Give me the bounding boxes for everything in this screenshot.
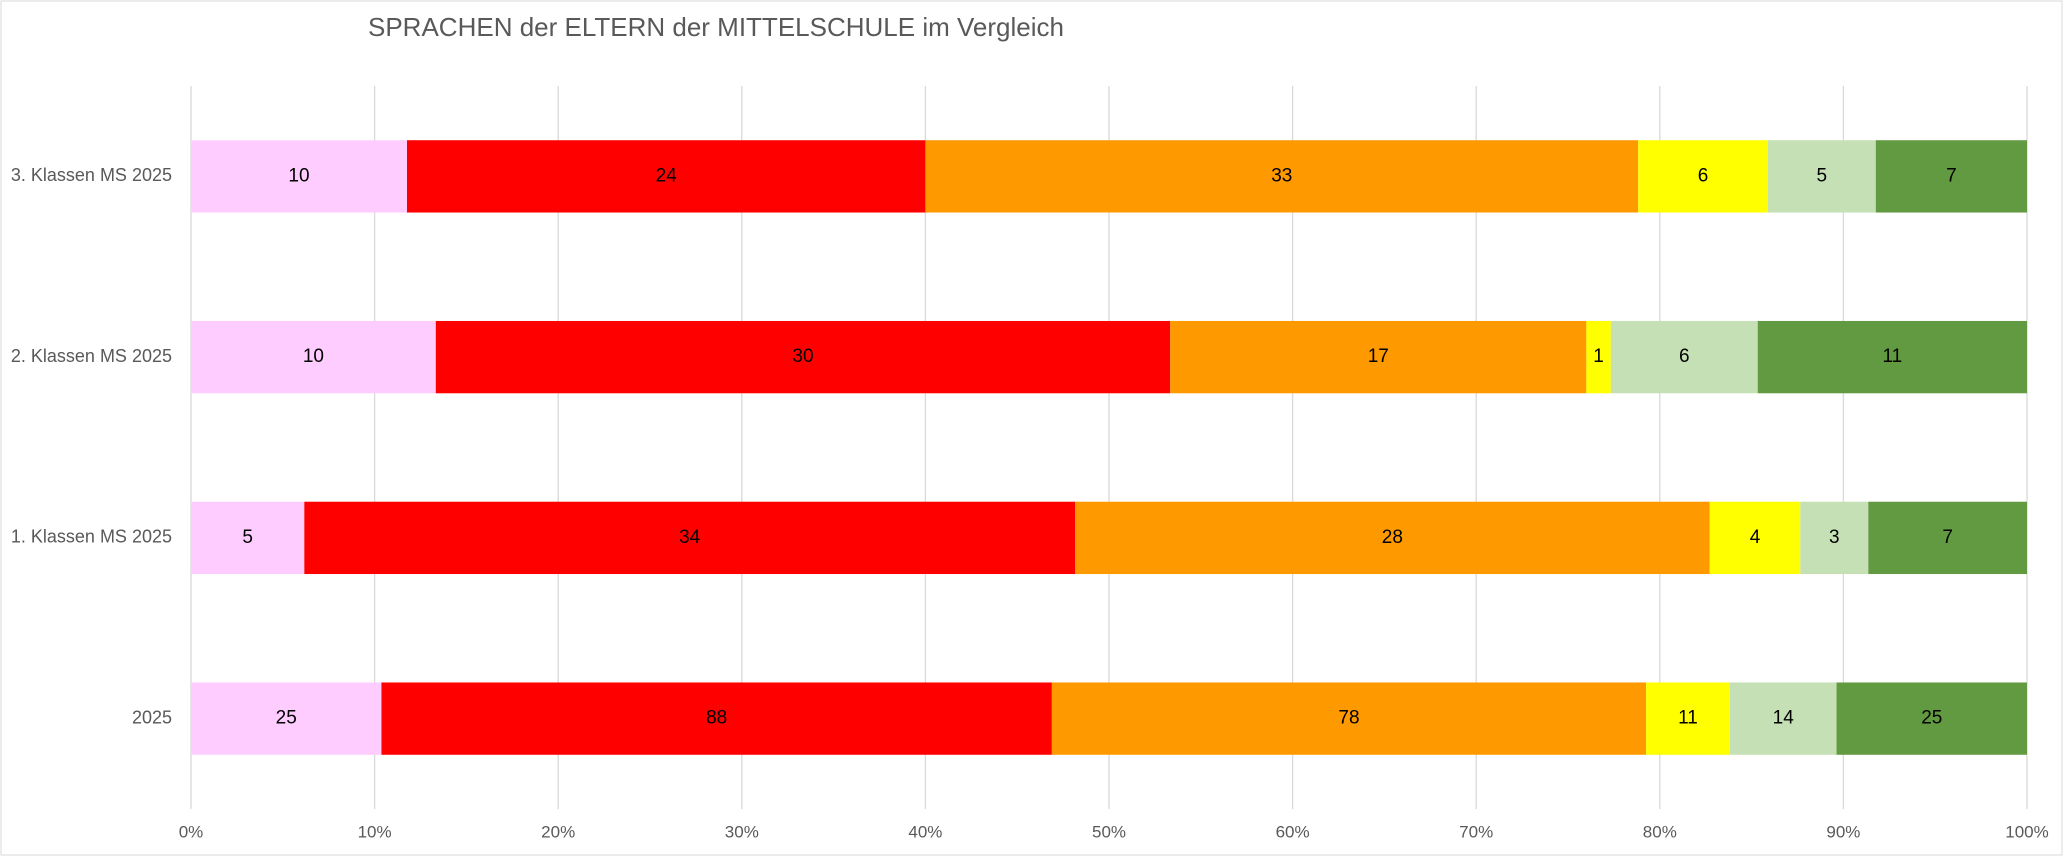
bar-segment xyxy=(1709,501,1801,575)
x-tick-label: 70% xyxy=(1459,822,1493,841)
bar-segment xyxy=(1610,320,1758,394)
bar-segment xyxy=(1638,140,1768,213)
bar-segment xyxy=(1875,140,2027,213)
x-tick-label: 20% xyxy=(541,822,575,841)
x-tick-label: 100% xyxy=(2005,822,2048,841)
bar-segment xyxy=(1646,682,1730,755)
bar-segment xyxy=(191,501,305,575)
data-label: 25 xyxy=(1921,708,1942,729)
data-label: 11 xyxy=(1882,346,1902,367)
data-label: 25 xyxy=(276,708,297,729)
y-tick-label: 2025 xyxy=(132,707,172,727)
data-label: 7 xyxy=(1942,527,1953,548)
data-label: 5 xyxy=(1817,165,1828,186)
data-label: 1 xyxy=(1593,346,1604,367)
bar-segment xyxy=(304,501,1075,575)
data-label: 88 xyxy=(706,708,727,729)
bar-segment xyxy=(407,140,926,213)
data-label: 6 xyxy=(1698,165,1709,186)
data-label: 5 xyxy=(242,527,253,548)
bar-segment xyxy=(1075,501,1710,575)
data-label: 28 xyxy=(1382,527,1403,548)
y-tick-label: 1. Klassen MS 2025 xyxy=(11,527,172,547)
y-tick-label: 3. Klassen MS 2025 xyxy=(11,165,172,185)
x-tick-label: 0% xyxy=(179,822,204,841)
x-tick-label: 60% xyxy=(1276,822,1310,841)
data-label: 34 xyxy=(679,527,701,548)
x-tick-label: 10% xyxy=(358,822,392,841)
bar-segment xyxy=(1051,682,1647,755)
bar-segment xyxy=(1757,320,2027,394)
data-label: 30 xyxy=(792,346,813,367)
data-label: 17 xyxy=(1368,346,1389,367)
bar-segment xyxy=(381,682,1052,755)
bar-segment xyxy=(191,682,382,755)
data-label: 33 xyxy=(1271,165,1292,186)
data-label: 11 xyxy=(1678,708,1698,729)
bar-segment xyxy=(1800,501,1869,575)
bar-segment xyxy=(1868,501,2027,575)
x-tick-label: 30% xyxy=(725,822,759,841)
x-tick-label: 90% xyxy=(1826,822,1860,841)
data-label: 4 xyxy=(1750,527,1761,548)
data-label: 10 xyxy=(288,165,309,186)
bar-segment xyxy=(1586,320,1611,394)
chart-title: SPRACHEN der ELTERN der MITTELSCHULE im … xyxy=(368,12,1064,42)
bar-segment xyxy=(191,140,407,213)
data-label: 3 xyxy=(1829,527,1840,548)
x-tick-label: 40% xyxy=(908,822,942,841)
bar-segment xyxy=(1170,320,1587,394)
x-tick-label: 50% xyxy=(1092,822,1126,841)
bar-segment xyxy=(1729,682,1837,755)
x-tick-label: 80% xyxy=(1643,822,1677,841)
y-tick-label: 2. Klassen MS 2025 xyxy=(11,346,172,366)
data-label: 14 xyxy=(1773,708,1795,729)
bar-segment xyxy=(925,140,1639,213)
data-label: 7 xyxy=(1946,165,1957,186)
data-label: 78 xyxy=(1338,708,1359,729)
bar-segment xyxy=(1767,140,1876,213)
data-label: 6 xyxy=(1679,346,1690,367)
data-label: 24 xyxy=(656,165,678,186)
bar-segment xyxy=(1836,682,2027,755)
bar-segment xyxy=(435,320,1171,394)
bar-segment xyxy=(191,320,436,394)
data-label: 10 xyxy=(303,346,324,367)
